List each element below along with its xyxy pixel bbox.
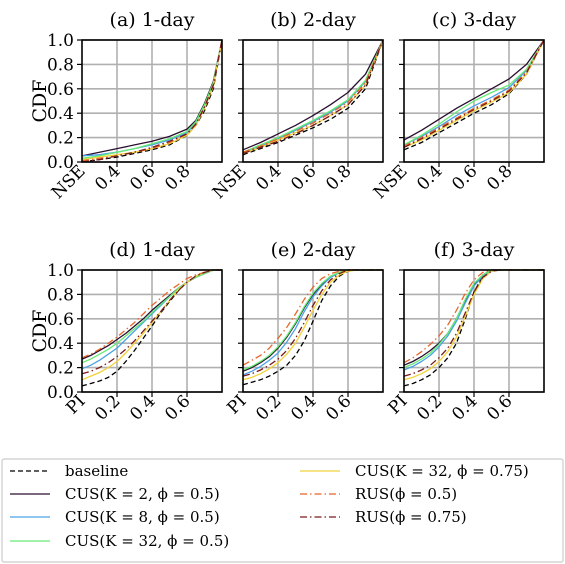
chart-panel-c: (c) 3-day NSE 0.4 0.6 0.8: [370, 9, 545, 203]
legend-item: RUS(ϕ = 0.5): [300, 485, 457, 503]
chart-panel-e: (e) 2-day PI 0.2 0.4 0.6: [224, 239, 384, 425]
y-tick-label: 0.2: [47, 129, 74, 149]
panel-title: (e) 2-day: [271, 239, 356, 261]
series-line: [403, 39, 545, 146]
series-line: [242, 39, 384, 155]
y-tick-label: 1.0: [47, 261, 74, 281]
y-tick-label: 0.8: [47, 55, 74, 75]
series-line: [403, 39, 545, 146]
series-line: [81, 269, 222, 359]
x-tick-label: 0.8: [322, 161, 355, 194]
panel-title: (a) 1-day: [110, 9, 195, 31]
y-tick-label: 0.0: [47, 153, 74, 173]
legend-item: CUS(K = 8, ϕ = 0.5): [10, 508, 220, 526]
chart-panel-f: (f) 3-day PI 0.2 0.4 0.6: [385, 239, 545, 425]
legend-item: CUS(K = 32, ϕ = 0.75): [300, 462, 529, 480]
x-tick-label: 0.2: [252, 391, 285, 424]
x-tick-label: 0.6: [161, 391, 194, 424]
chart-panel-b: (b) 2-day NSE 0.4 0.6 0.8: [209, 9, 384, 203]
series-line: [81, 269, 222, 364]
legend-item: CUS(K = 2, ϕ = 0.5): [10, 485, 220, 503]
y-tick-label: 0.0: [47, 383, 74, 403]
x-tick-label: 0.8: [483, 161, 516, 194]
x-tick-label: 0.2: [91, 391, 124, 424]
panel-title: (d) 1-day: [109, 239, 195, 261]
legend-label: CUS(K = 2, ϕ = 0.5): [65, 485, 220, 503]
series-line: [242, 269, 383, 366]
x-tick-label: 0.4: [126, 391, 159, 424]
x-tick-label: 0.8: [161, 161, 194, 194]
panel-title: (b) 2-day: [270, 9, 356, 31]
series-line: [242, 39, 384, 153]
y-tick-label: 0.4: [47, 104, 74, 124]
series-line: [242, 39, 384, 156]
panel-title: (f) 3-day: [434, 239, 515, 261]
x-tick-label: 0.4: [91, 161, 124, 194]
series-line: [403, 269, 544, 387]
legend-item: baseline: [10, 462, 128, 480]
y-tick-label: 0.6: [47, 310, 74, 330]
legend-frame: [1, 458, 564, 563]
series-line: [81, 39, 223, 163]
series-line: [242, 269, 383, 377]
y-tick-label: 0.4: [47, 334, 74, 354]
legend-item: CUS(K = 32, ϕ = 0.5): [10, 532, 229, 550]
legend-label: CUS(K = 8, ϕ = 0.5): [65, 508, 220, 526]
x-tick-label: 0.2: [413, 391, 446, 424]
legend-label: CUS(K = 32, ϕ = 0.75): [355, 462, 529, 480]
x-tick-label: NSE: [209, 161, 251, 203]
series-line: [242, 269, 383, 386]
series-line: [81, 269, 222, 387]
series-line: [403, 39, 545, 141]
x-tick-label: 0.6: [322, 391, 355, 424]
x-tick-label: 0.4: [252, 161, 285, 194]
panel-title: (c) 3-day: [432, 9, 517, 31]
series-line: [81, 39, 223, 163]
x-tick-label: 0.4: [413, 161, 446, 194]
y-tick-label: 0.2: [47, 359, 74, 379]
series-line: [242, 39, 384, 151]
series-line: [403, 39, 545, 147]
series-line: [81, 39, 223, 159]
legend-label: baseline: [65, 462, 128, 480]
legend-label: RUS(ϕ = 0.5): [355, 485, 457, 503]
series-line: [242, 39, 384, 153]
series-line: [81, 269, 222, 375]
legend-label: CUS(K = 32, ϕ = 0.5): [65, 532, 229, 550]
series-line: [403, 269, 544, 377]
series-line: [403, 39, 545, 148]
legend-label: RUS(ϕ = 0.75): [355, 508, 467, 526]
x-tick-label: 0.6: [287, 161, 320, 194]
y-tick-label: 0.6: [47, 80, 74, 100]
y-tick-label: 1.0: [47, 31, 74, 51]
y-axis-label: CDF: [29, 310, 51, 353]
legend-item: RUS(ϕ = 0.75): [300, 508, 467, 526]
legend: baseline CUS(K = 2, ϕ = 0.5) CUS(K = 8, ϕ …: [1, 458, 564, 563]
x-tick-label: PI: [385, 391, 412, 418]
x-tick-label: 0.6: [126, 161, 159, 194]
x-tick-label: 0.6: [448, 161, 481, 194]
x-tick-label: 0.4: [287, 391, 320, 424]
x-tick-label: NSE: [370, 161, 412, 203]
x-tick-label: PI: [224, 391, 251, 418]
x-tick-label: 0.6: [483, 391, 516, 424]
y-axis-label: CDF: [29, 80, 51, 123]
series-line: [403, 39, 545, 148]
x-tick-label: 0.4: [448, 391, 481, 424]
y-tick-label: 0.8: [47, 285, 74, 305]
